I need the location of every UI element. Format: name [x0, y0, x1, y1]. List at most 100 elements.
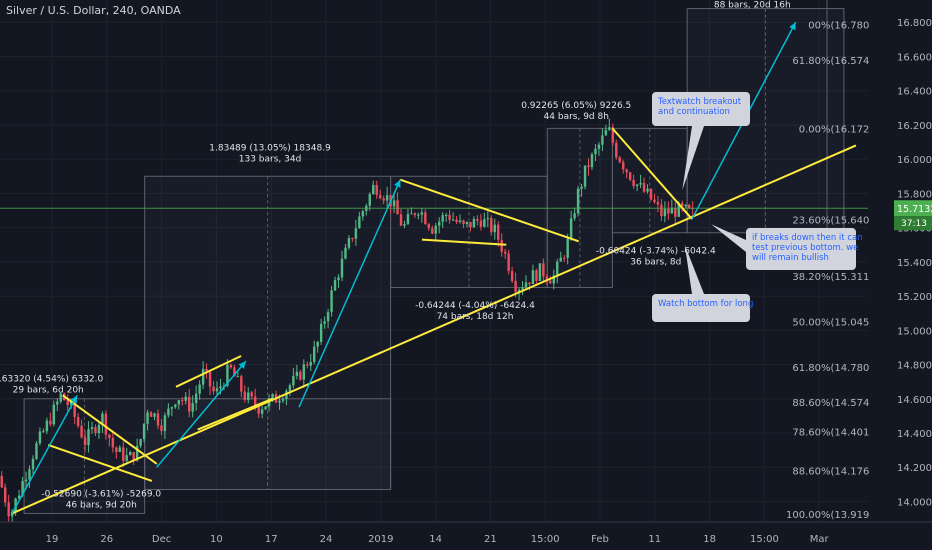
callout-pointer	[684, 244, 704, 294]
candle-body	[451, 219, 455, 221]
candle-body	[590, 154, 594, 168]
candle-body	[42, 431, 45, 433]
candle-body	[156, 413, 160, 426]
candle-body	[108, 434, 111, 438]
fib-level-label: 61.80%(14.78018)	[792, 363, 886, 374]
fib-level-label: 100.00%(13.91966)	[786, 510, 886, 521]
candle-body	[198, 384, 201, 394]
candle-body	[236, 376, 240, 378]
candle-body	[486, 217, 490, 220]
fib-level-label: 88.60%(14.57432)	[792, 398, 886, 409]
candle-body	[80, 425, 83, 438]
candle-body	[535, 270, 538, 281]
candle-body	[316, 342, 319, 347]
candle-body	[56, 401, 59, 405]
candle-body	[396, 200, 399, 215]
candle-body	[7, 502, 10, 517]
trendline	[197, 397, 273, 431]
candle-body	[687, 205, 691, 209]
fib-level-label: 0.00%(16.17232)	[799, 125, 886, 136]
price-axis-tick: 16.40000	[897, 87, 932, 98]
candle-body	[347, 238, 351, 248]
price-axis-tick: 16.60000	[897, 52, 932, 63]
candle-body	[111, 437, 115, 448]
arrow-head	[394, 179, 401, 188]
candle-body	[628, 172, 632, 180]
price-axis-tick: 15.80000	[897, 189, 932, 200]
candle-body	[472, 218, 476, 228]
candle-body	[368, 194, 371, 206]
candle-body	[660, 204, 663, 217]
candle-body	[476, 218, 479, 221]
candle-body	[378, 194, 382, 199]
price-tag-timer: 37:13	[901, 219, 927, 229]
candle-body	[191, 402, 194, 412]
price-axis-tick: 15.20000	[897, 292, 932, 303]
candle-body	[576, 188, 580, 214]
time-axis-tick: 18	[703, 534, 716, 545]
candle-body	[125, 455, 128, 461]
candle-body	[448, 215, 451, 221]
candle-body	[153, 413, 156, 417]
candle-body	[49, 420, 52, 425]
measurement-label: 1.83489 (13.05%) 18348.9	[209, 144, 331, 154]
candle-body	[646, 188, 649, 192]
trendlines	[11, 127, 857, 515]
candle-body	[417, 214, 420, 216]
price-tag: 15.71325 37:13	[894, 200, 932, 231]
callout-box	[746, 228, 856, 270]
candles	[0, 118, 868, 523]
candle-body	[361, 211, 365, 217]
candle-body	[59, 393, 62, 402]
candle-body	[139, 439, 142, 446]
trendline	[11, 144, 857, 515]
candle-body	[52, 404, 56, 425]
candle-body	[562, 257, 566, 259]
candle-body	[403, 223, 406, 226]
callout-text: and continuation	[658, 107, 730, 117]
measurement-label: -0.64244 (-4.04%) -6424.4	[415, 301, 535, 311]
measurement-label: 29 bars, 6d 20h	[13, 386, 84, 396]
candle-body	[247, 392, 250, 400]
candle-body	[469, 221, 472, 228]
candle-body	[375, 184, 378, 195]
price-axis-tick: 15.40000	[897, 258, 932, 269]
candle-body	[503, 251, 507, 254]
candle-body	[94, 427, 97, 434]
candle-body	[146, 412, 149, 424]
candle-body	[497, 224, 500, 240]
candle-body	[219, 386, 222, 389]
candle-body	[392, 200, 396, 207]
candle-body	[115, 447, 118, 452]
callout-text: if breaks down then it can	[752, 233, 863, 243]
candle-body	[462, 220, 465, 225]
candle-body	[83, 437, 87, 446]
candle-body	[292, 375, 295, 386]
time-axis-tick: Feb	[591, 534, 609, 545]
candle-body	[431, 228, 434, 234]
candle-body	[493, 224, 496, 233]
candle-body	[97, 424, 101, 434]
candle-body	[667, 209, 670, 214]
price-axis-tick: 14.80000	[897, 361, 932, 372]
candle-body	[500, 239, 503, 252]
candle-body	[181, 400, 184, 402]
candle-body	[618, 157, 621, 163]
price-axis-tick: 16.20000	[897, 121, 932, 132]
candle-body	[184, 396, 187, 401]
time-axis-tick: 17	[265, 534, 278, 545]
measurement-label: 36 bars, 8d	[630, 257, 681, 267]
candle-body	[142, 423, 146, 440]
candle-body	[639, 182, 642, 185]
candle-body	[566, 238, 569, 258]
candle-body	[524, 282, 528, 288]
candle-body	[163, 415, 167, 432]
candle-body	[559, 257, 562, 262]
callout-box	[652, 92, 750, 126]
candle-body	[458, 220, 462, 222]
candle-body	[681, 203, 684, 207]
time-axis-tick: 15:00	[531, 534, 560, 545]
measurement-label: -0.60424 (-3.74%) -6042.4	[596, 246, 716, 256]
